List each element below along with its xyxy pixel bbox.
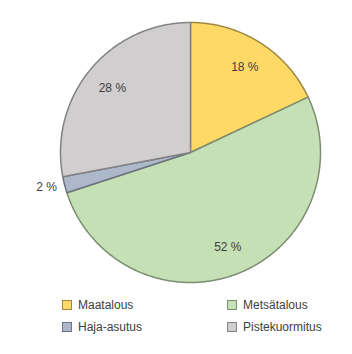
html-text:Maatalous: Maatalous (78, 298, 134, 312)
html-text:Pistekuormitus: Pistekuormitus (243, 320, 322, 334)
html-text:Metsätalous: Metsätalous (243, 298, 308, 312)
svg-text:28 %: 28 % (99, 81, 127, 95)
html-text:Haja-asutus: Haja-asutus (78, 320, 142, 334)
svg-text:18 %: 18 % (231, 60, 259, 74)
svg-text:2 %: 2 % (36, 180, 57, 194)
svg-text:52 %: 52 % (214, 240, 242, 254)
